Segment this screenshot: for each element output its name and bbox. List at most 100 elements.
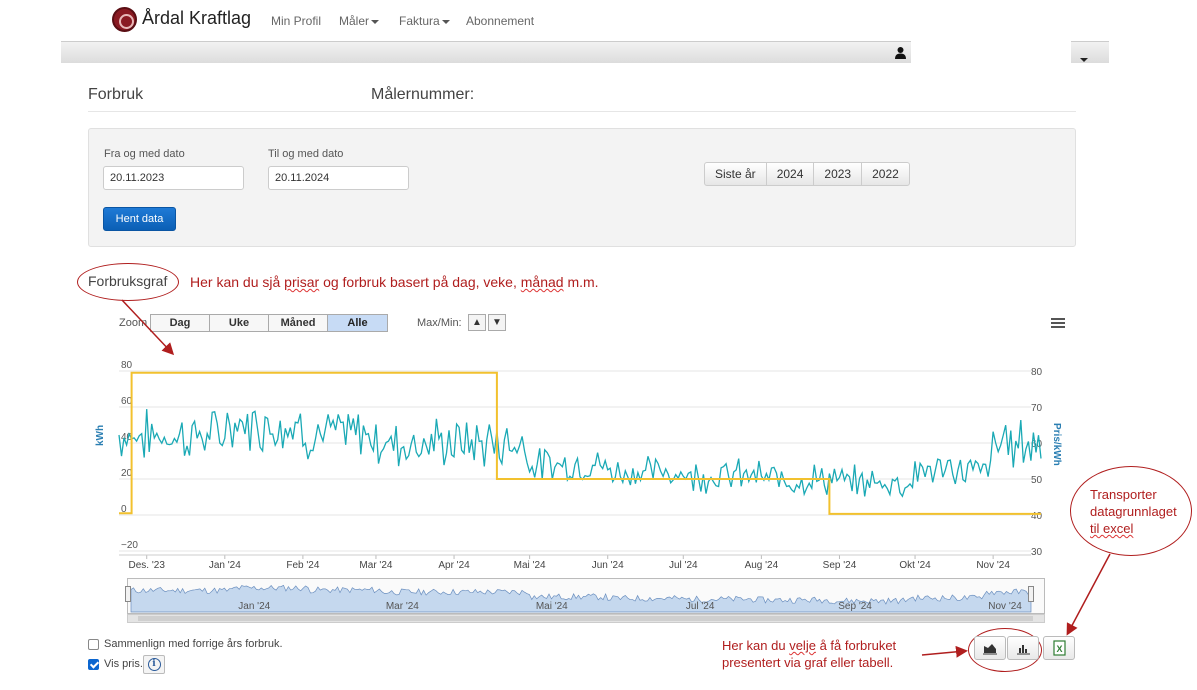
fetch-data-button[interactable]: Hent data — [103, 207, 176, 231]
zoom-week-button[interactable]: Uke — [210, 315, 269, 331]
consumption-line — [118, 409, 1042, 498]
excel-annotation: Transporter datagrunnlaget til excel — [1090, 486, 1177, 537]
zoom-all-button[interactable]: Alle — [328, 315, 387, 331]
user-bar — [61, 41, 911, 63]
maxmin-label: Max/Min: — [417, 317, 462, 329]
y-axis-title-left: kWh — [95, 424, 106, 446]
price-line — [119, 371, 1041, 515]
navigator-tick-label: Nov '24 — [988, 601, 1022, 612]
navigator-right-handle[interactable] — [1028, 586, 1034, 602]
navigator-tick-label: Jul '24 — [686, 601, 715, 612]
caret-down-icon — [371, 19, 380, 24]
x-tick-label: Jun '24 — [592, 560, 624, 571]
caret-down-icon — [441, 19, 450, 24]
y-tick-label: 40 — [121, 432, 133, 443]
aardal-logo-icon[interactable] — [112, 7, 137, 32]
x-tick-label: Jan '24 — [209, 560, 241, 571]
view-annotation: Her kan du velje å få forbruket presente… — [722, 637, 896, 671]
excel-export-button[interactable]: X — [1043, 636, 1075, 660]
y2-tick-label: 70 — [1031, 403, 1043, 414]
navigator-tick-label: Mar '24 — [386, 601, 419, 612]
nav-faktura-label: Faktura — [399, 14, 440, 28]
divider — [88, 111, 1076, 112]
x-tick-label: Mar '24 — [359, 560, 392, 571]
range-last-year-button[interactable]: Siste år — [705, 163, 767, 185]
filter-panel — [88, 128, 1076, 247]
x-tick-label: Apr '24 — [438, 560, 470, 571]
x-tick-label: Sep '24 — [823, 560, 857, 571]
quick-range-group: Siste år 2024 2023 2022 — [704, 162, 910, 186]
from-date-label: Fra og med dato — [104, 148, 185, 160]
nav-min-profil[interactable]: Min Profil — [271, 14, 322, 28]
chart-scrollbar[interactable] — [127, 614, 1045, 623]
info-icon: i — [147, 658, 161, 671]
x-tick-label: Okt '24 — [899, 560, 931, 571]
y-tick-label: 80 — [121, 360, 133, 371]
chevron-down-icon[interactable] — [1078, 51, 1088, 69]
range-2022-button[interactable]: 2022 — [872, 167, 899, 181]
annotation-circle — [1070, 466, 1192, 556]
excel-icon: X — [1053, 640, 1066, 656]
show-price-label: Vis pris. — [104, 658, 143, 670]
x-tick-label: Feb '24 — [286, 560, 319, 571]
nav-maler-label: Måler — [339, 14, 370, 28]
view-annotation-line: presentert via graf eller tabell. — [722, 655, 894, 670]
svg-text:X: X — [1057, 644, 1063, 654]
excel-annotation-line: Transporter — [1090, 487, 1157, 502]
to-date-label: Til og med dato — [268, 148, 344, 160]
navigator-left-handle[interactable] — [125, 586, 131, 602]
graph-annotation: Her kan du sjå prisar og forbruk basert … — [190, 274, 599, 290]
graph-view-button[interactable] — [974, 636, 1006, 660]
navigator-tick-label: Mai '24 — [536, 601, 568, 612]
range-2024-button[interactable]: 2024 — [767, 163, 815, 185]
compare-option[interactable]: Sammenlign med forrige års forbruk. — [88, 638, 283, 650]
y2-tick-label: 30 — [1031, 547, 1043, 558]
zoom-month-button[interactable]: Måned — [269, 315, 328, 331]
brand-name[interactable]: Årdal Kraftlag — [142, 8, 252, 28]
y-axis-title-right: Pris/kWh — [1051, 423, 1062, 466]
nav-abonnement[interactable]: Abonnement — [466, 14, 535, 28]
y-tick-label: −20 — [121, 540, 138, 551]
navigator-series: Jan '24 Mar '24 Mai '24 Jul '24 Sep '24 Nov '… — [130, 584, 1032, 613]
scrollbar-thumb[interactable] — [138, 616, 1033, 621]
area-chart-icon — [983, 644, 997, 655]
graph-annotation-text: Her kan du sjå prisar og forbruk basert … — [190, 274, 599, 290]
y2-tick-label: 40 — [1031, 511, 1043, 522]
compare-checkbox[interactable] — [88, 638, 99, 650]
x-tick-label: Aug '24 — [745, 560, 779, 571]
nav-maler[interactable]: Måler — [339, 14, 380, 28]
range-2023-button[interactable]: 2023 — [814, 163, 863, 185]
show-price-checkbox[interactable] — [88, 658, 99, 670]
x-tick-label: Nov '24 — [976, 560, 1010, 571]
page-title: Forbruk — [88, 86, 144, 103]
excel-annotation-line: datagrunnlaget — [1090, 504, 1177, 519]
info-button[interactable]: i — [143, 655, 165, 674]
navigator-area — [130, 584, 1032, 613]
chart-menu-icon[interactable] — [1051, 318, 1065, 329]
annotation-circle — [968, 628, 1042, 672]
user-icon[interactable] — [894, 46, 907, 59]
view-annotation-line: Her kan du velje å få forbruket — [722, 638, 897, 653]
navigator-tick-label: Sep '24 — [838, 601, 872, 612]
from-date-input[interactable]: 20.11.2023 — [103, 166, 244, 190]
to-date-input[interactable]: 20.11.2024 — [268, 166, 409, 190]
nav-faktura[interactable]: Faktura — [399, 14, 450, 28]
x-tick-label: Des. '23 — [129, 560, 166, 571]
min-icon[interactable]: ▼ — [488, 314, 506, 331]
compare-label: Sammenlign med forrige års forbruk. — [104, 638, 283, 650]
bar-chart-icon — [1017, 645, 1030, 655]
y2-tick-label: 50 — [1031, 475, 1043, 486]
y-tick-label: 0 — [121, 504, 127, 515]
navigator-tick-label: Jan '24 — [238, 601, 270, 612]
user-menu-dropdown[interactable] — [1071, 41, 1109, 63]
max-icon[interactable]: ▲ — [468, 314, 486, 331]
y-tick-label: 60 — [121, 396, 133, 407]
excel-annotation-line: til excel — [1090, 521, 1134, 536]
graph-title: Forbruksgraf — [88, 273, 168, 289]
show-price-option[interactable]: Vis pris. — [88, 658, 143, 670]
x-tick-label: Jul '24 — [669, 560, 698, 571]
table-view-button[interactable] — [1007, 636, 1039, 660]
x-tick-label: Mai '24 — [514, 560, 546, 571]
meter-number-label: Målernummer: — [371, 86, 475, 103]
